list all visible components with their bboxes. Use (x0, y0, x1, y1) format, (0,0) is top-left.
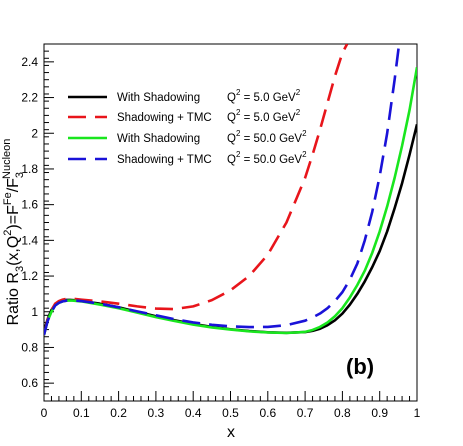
legend-entry-4: Shadowing + TMC Q2 = 50.0 GeV2 (68, 150, 307, 166)
y-tick-label: 2.4 (21, 55, 38, 69)
x-tick-label: 0.3 (148, 406, 165, 420)
legend-entry-3: With Shadowing Q2 = 50.0 GeV2 (68, 129, 307, 145)
y-axis-title: Ratio R3(x,Q2)=FFe/F3Nucleon (1, 139, 26, 326)
ylabel-mid: (x,Q (5, 236, 22, 266)
axes: 0 0.1 0.2 0.3 0.4 0.5 0.6 0.7 0.8 0.9 1 0.6 0.8 1 1.2 1… (21, 43, 421, 420)
x-tick-label: 0.6 (259, 406, 276, 420)
x-tick-label: 0 (41, 406, 48, 420)
ylabel-sup-nucleon: Nucleon (1, 139, 13, 179)
x-tick-label: 1 (414, 406, 421, 420)
legend-q2-label: Q2 = 5.0 GeV2 (227, 88, 301, 104)
ylabel-sup-fe: Fe (2, 192, 14, 205)
y-tick-label: 0.6 (21, 376, 38, 390)
x-axis-title: x (227, 424, 235, 441)
y-tick-label: 1.6 (21, 198, 38, 212)
y-tick-label: 1.2 (21, 269, 38, 283)
x-tick-label: 0.2 (110, 406, 127, 420)
series-line-4 (44, 44, 401, 336)
ylabel-mid2: )=F (5, 205, 22, 230)
legend-series-name: With Shadowing (117, 133, 200, 145)
ylabel-slash: /F (5, 178, 22, 192)
y-tick-label: 2.2 (21, 91, 38, 105)
y-tick-label: 0.8 (21, 340, 38, 354)
legend-series-name: Shadowing + TMC (117, 112, 212, 124)
panel-label: (b) (346, 354, 374, 379)
legend-series-name: With Shadowing (117, 92, 200, 104)
legend-series-name: Shadowing + TMC (117, 154, 212, 166)
series-line-3 (44, 66, 417, 336)
legend-q2-label: Q2 = 50.0 GeV2 (227, 129, 307, 145)
legend-entry-1: With Shadowing Q2 = 5.0 GeV2 (68, 88, 301, 104)
x-tick-label: 0.9 (371, 406, 388, 420)
legend-q2-label: Q2 = 50.0 GeV2 (227, 150, 307, 166)
series-group (44, 44, 417, 336)
x-tick-label: 0.7 (297, 406, 314, 420)
x-tick-label: 0.1 (73, 406, 90, 420)
ylabel-sub-3b: 3 (14, 172, 26, 178)
ylabel-prefix: Ratio R (5, 272, 22, 325)
series-line-2 (44, 44, 349, 336)
svg-text:Ratio R3(x,Q2)=FFe/F3Nucleon: Ratio R3(x,Q2)=FFe/F3Nucleon (1, 139, 26, 326)
ylabel-sub-3a: 3 (14, 266, 26, 272)
y-tick-label: 1 (31, 305, 38, 319)
ylabel-sup-2: 2 (2, 230, 14, 236)
legend-q2-label: Q2 = 5.0 GeV2 (227, 108, 301, 124)
legend-entry-2: Shadowing + TMC Q2 = 5.0 GeV2 (68, 108, 301, 124)
x-tick-label: 0.5 (222, 406, 239, 420)
x-tick-label: 0.4 (185, 406, 202, 420)
y-tick-label: 1.4 (21, 233, 38, 247)
y-tick-label: 2 (31, 126, 38, 140)
x-tick-label: 0.8 (334, 406, 351, 420)
y-tick-label: 1.8 (21, 162, 38, 176)
